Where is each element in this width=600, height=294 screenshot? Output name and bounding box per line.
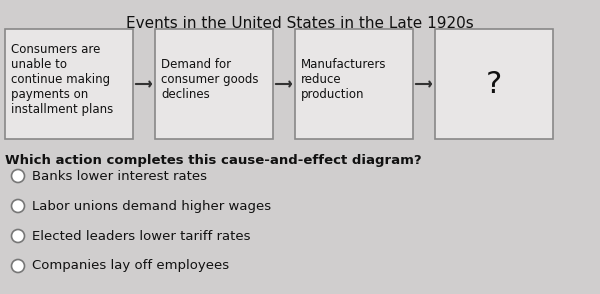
Text: Demand for
consumer goods
declines: Demand for consumer goods declines <box>161 58 259 101</box>
Text: Events in the United States in the Late 1920s: Events in the United States in the Late … <box>126 16 474 31</box>
Text: Which action completes this cause-and-effect diagram?: Which action completes this cause-and-ef… <box>5 154 422 167</box>
FancyBboxPatch shape <box>295 29 413 139</box>
Text: Consumers are
unable to
continue making
payments on
installment plans: Consumers are unable to continue making … <box>11 43 113 116</box>
Circle shape <box>11 230 25 243</box>
FancyBboxPatch shape <box>155 29 273 139</box>
Text: Companies lay off employees: Companies lay off employees <box>32 260 229 273</box>
Text: Labor unions demand higher wages: Labor unions demand higher wages <box>32 200 271 213</box>
Text: Elected leaders lower tariff rates: Elected leaders lower tariff rates <box>32 230 251 243</box>
FancyBboxPatch shape <box>5 29 133 139</box>
Circle shape <box>11 200 25 213</box>
FancyBboxPatch shape <box>435 29 553 139</box>
Circle shape <box>11 170 25 183</box>
Text: Banks lower interest rates: Banks lower interest rates <box>32 170 207 183</box>
Circle shape <box>11 260 25 273</box>
Text: ?: ? <box>486 69 502 98</box>
Text: Manufacturers
reduce
production: Manufacturers reduce production <box>301 58 386 101</box>
